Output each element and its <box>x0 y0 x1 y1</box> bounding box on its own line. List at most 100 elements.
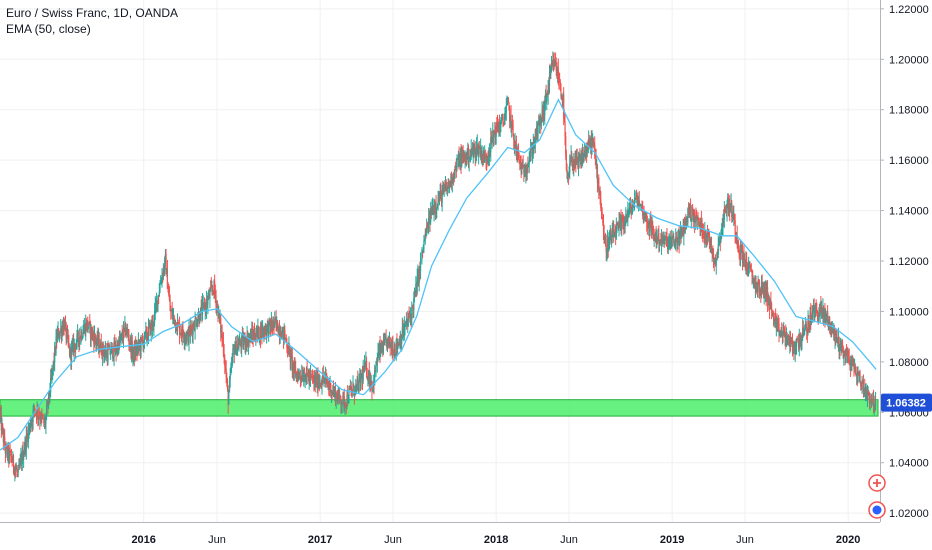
candle-body <box>457 155 459 159</box>
candle-body <box>733 214 735 218</box>
candle-body <box>634 197 636 199</box>
candle-body <box>62 323 65 333</box>
candle-body <box>272 327 274 329</box>
candle-body <box>446 188 448 190</box>
candle-body <box>454 165 456 178</box>
candle-body <box>513 134 515 141</box>
candle-body <box>72 341 75 353</box>
candle-body <box>494 130 496 134</box>
candle-body <box>106 352 108 361</box>
candle-body <box>748 264 750 271</box>
candle-body <box>370 383 372 387</box>
candle-body <box>67 334 69 343</box>
candle-body <box>515 144 518 154</box>
candle-body <box>736 234 738 244</box>
candle-body <box>98 338 100 352</box>
candle-body <box>667 240 669 250</box>
candle-body <box>764 287 767 297</box>
candle-body <box>299 372 301 377</box>
candle-body <box>470 148 472 155</box>
candle-body <box>224 358 226 367</box>
candle-body <box>340 404 343 406</box>
candle-body <box>94 334 96 340</box>
candle-body <box>750 267 752 271</box>
candle-body <box>480 147 482 155</box>
candle-body <box>23 454 25 460</box>
candle-body <box>530 147 532 149</box>
candle-body <box>858 372 860 374</box>
candle-body <box>329 383 331 389</box>
candle-body <box>550 69 552 74</box>
candle-body <box>234 341 237 350</box>
candle-body <box>789 336 792 342</box>
candle-body <box>599 190 601 199</box>
candle-body <box>826 311 828 317</box>
candle-body <box>731 213 734 217</box>
candle-body <box>104 352 106 356</box>
symbol-title[interactable]: Euro / Swiss Franc, 1D, OANDA <box>6 6 179 20</box>
candle-body <box>19 460 21 466</box>
candle-body <box>311 376 314 378</box>
candle-body <box>519 160 522 164</box>
candle-body <box>429 212 431 222</box>
candle-body <box>197 319 199 325</box>
candle-body <box>234 349 236 355</box>
candle-body <box>336 397 339 402</box>
candle-body <box>624 221 626 226</box>
candle-body <box>116 350 118 353</box>
y-tick-label: 1.14000 <box>889 206 929 218</box>
candle-body <box>635 192 638 199</box>
candle-body <box>375 361 377 373</box>
candle-body <box>205 304 207 310</box>
candle-body <box>777 323 779 324</box>
candle-body <box>728 204 730 211</box>
candle-body <box>814 310 816 314</box>
candle-body <box>285 337 287 342</box>
candle-body <box>818 312 821 316</box>
candle-body <box>274 318 276 326</box>
x-tick-label: Jun <box>384 534 402 546</box>
candle-body <box>518 154 520 161</box>
candle-body <box>271 321 273 328</box>
candle-body <box>294 364 296 371</box>
candle-body <box>346 394 348 406</box>
candle-body <box>174 318 176 327</box>
candle-body <box>337 396 339 402</box>
candle-body <box>392 354 395 356</box>
candle-body <box>694 212 696 224</box>
candle-body <box>608 241 610 252</box>
candle-body <box>189 327 191 336</box>
candle-body <box>320 384 322 387</box>
candle-body <box>18 464 21 466</box>
candle-body <box>837 337 840 343</box>
candle-body <box>322 375 324 384</box>
candle-body <box>760 281 763 294</box>
candle-body <box>677 237 679 246</box>
candle-body <box>739 255 741 257</box>
candle-body <box>244 336 246 347</box>
candle-body <box>507 97 509 104</box>
candle-body <box>554 60 556 66</box>
candle-body <box>640 204 642 206</box>
candle-body <box>793 346 795 351</box>
ema-indicator-label[interactable]: EMA (50, close) <box>6 22 91 36</box>
candle-body <box>351 389 353 394</box>
candle-body <box>747 270 749 274</box>
candle-body <box>308 374 310 382</box>
candle-body <box>12 455 14 463</box>
candle-body <box>621 217 623 229</box>
candle-body <box>440 190 442 192</box>
support-zone <box>0 399 879 417</box>
candle-body <box>301 374 304 381</box>
candle-body <box>370 380 372 387</box>
candle-body <box>629 203 632 208</box>
candle-body <box>800 340 802 343</box>
candle-body <box>645 212 647 217</box>
candle-body <box>814 308 817 311</box>
candle-body <box>584 150 586 154</box>
candle-body <box>513 140 516 148</box>
candle-body <box>579 155 582 159</box>
candle-body <box>386 340 388 348</box>
candle-body <box>131 341 133 357</box>
